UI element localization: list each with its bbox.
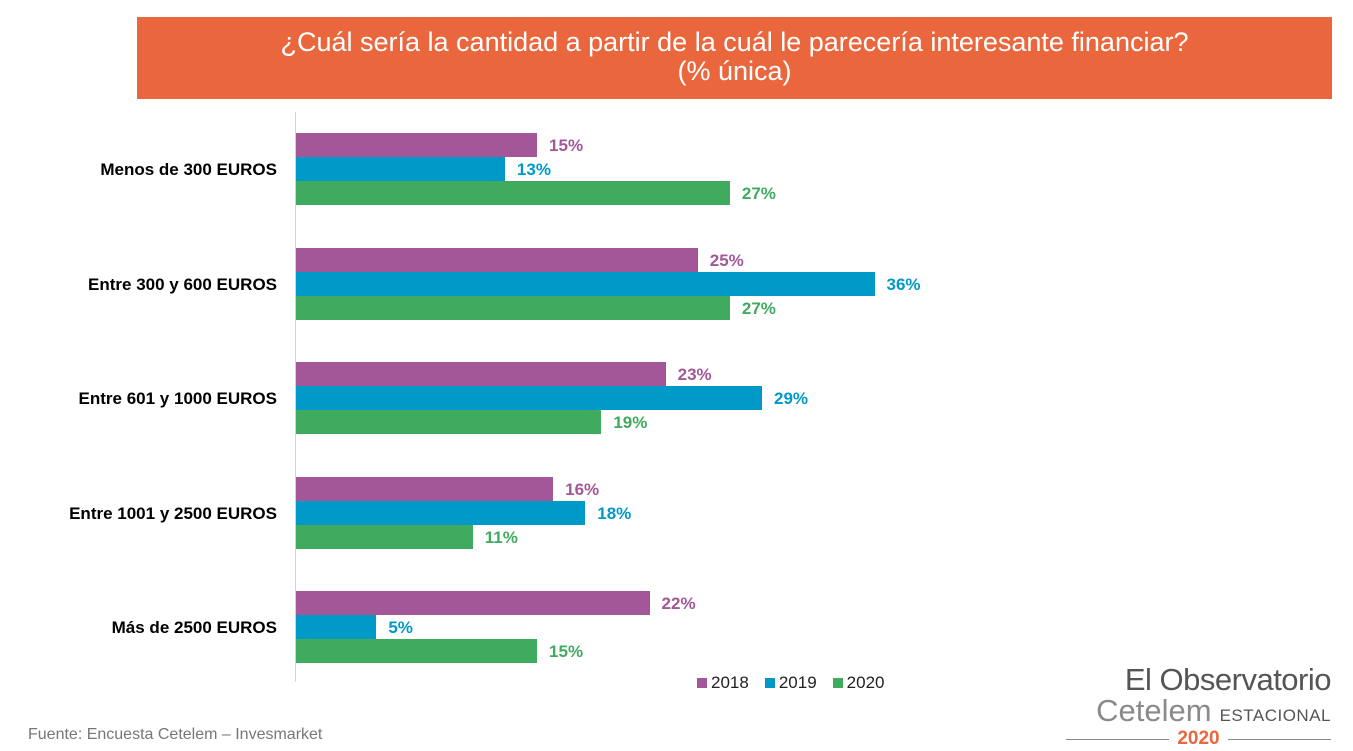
bar-2020 (296, 181, 730, 205)
bar-2018 (296, 247, 698, 272)
logo-rule-right (1227, 738, 1331, 740)
bar-2019 (296, 271, 875, 296)
logo: El Observatorio Cetelem ESTACIONAL 2020 (1066, 662, 1332, 750)
logo-brand: Cetelem (1096, 693, 1212, 728)
chart-subtitle: (% única) (677, 56, 792, 86)
bar-2019 (296, 500, 586, 525)
legend-swatch-2020 (832, 678, 843, 688)
bar-2020 (296, 295, 730, 320)
data-label-2020: 27% (741, 184, 776, 203)
data-label-2020: 15% (549, 642, 584, 661)
data-label-2018: 15% (549, 136, 584, 155)
legend-label-2020: 2020 (846, 673, 885, 692)
category-label: Entre 1001 y 2500 EUROS (69, 503, 277, 523)
legend-item-2019: 2019 (764, 673, 817, 693)
logo-rule-left (1066, 738, 1170, 740)
legend-item-2018: 2018 (697, 673, 749, 693)
bar-2018 (296, 476, 554, 501)
bar-2019 (296, 615, 377, 639)
bar-2019 (296, 157, 505, 181)
chart-title: ¿Cuál sería la cantidad a partir de la c… (280, 27, 1189, 57)
data-label-2018: 23% (677, 365, 712, 384)
bar-2020 (296, 524, 473, 549)
bar-2018 (296, 133, 538, 157)
logo-edition: ESTACIONAL (1219, 706, 1331, 725)
data-label-2019: 5% (388, 618, 413, 637)
data-label-2020: 11% (484, 527, 518, 547)
legend-swatch-2019 (764, 678, 775, 688)
legend-swatch-2018 (697, 678, 707, 688)
category-axis-line (295, 112, 296, 682)
legend-label-2018: 2018 (711, 673, 749, 692)
title-banner: ¿Cuál sería la cantidad a partir de la c… (137, 17, 1332, 99)
bar-2020 (296, 639, 538, 663)
logo-line1: El Observatorio (1124, 662, 1332, 697)
logo-year: 2020 (1177, 728, 1220, 749)
bar-2018 (296, 591, 650, 615)
data-label-2018: 25% (709, 250, 744, 270)
category-label: Menos de 300 EUROS (100, 160, 277, 179)
legend-label-2019: 2019 (778, 673, 817, 692)
data-label-2019: 13% (516, 160, 551, 179)
category-label: Más de 2500 EUROS (111, 618, 277, 637)
bar-2020 (296, 410, 602, 434)
data-label-2020: 19% (613, 413, 648, 432)
data-label-2019: 18% (597, 503, 632, 523)
data-label-2020: 27% (741, 298, 776, 318)
source-note: Fuente: Encuesta Cetelem – Invesmarket (28, 726, 323, 743)
data-label-2019: 29% (774, 389, 809, 408)
legend: 2018 2019 2020 (697, 673, 884, 693)
data-label-2019: 36% (886, 274, 921, 294)
data-label-2018: 16% (565, 479, 600, 499)
category-label: Entre 300 y 600 EUROS (88, 274, 277, 294)
category-label: Entre 601 y 1000 EUROS (78, 389, 277, 408)
data-label-2018: 22% (661, 594, 696, 613)
legend-item-2020: 2020 (832, 673, 885, 693)
bar-2019 (296, 386, 763, 410)
bar-2018 (296, 362, 666, 386)
